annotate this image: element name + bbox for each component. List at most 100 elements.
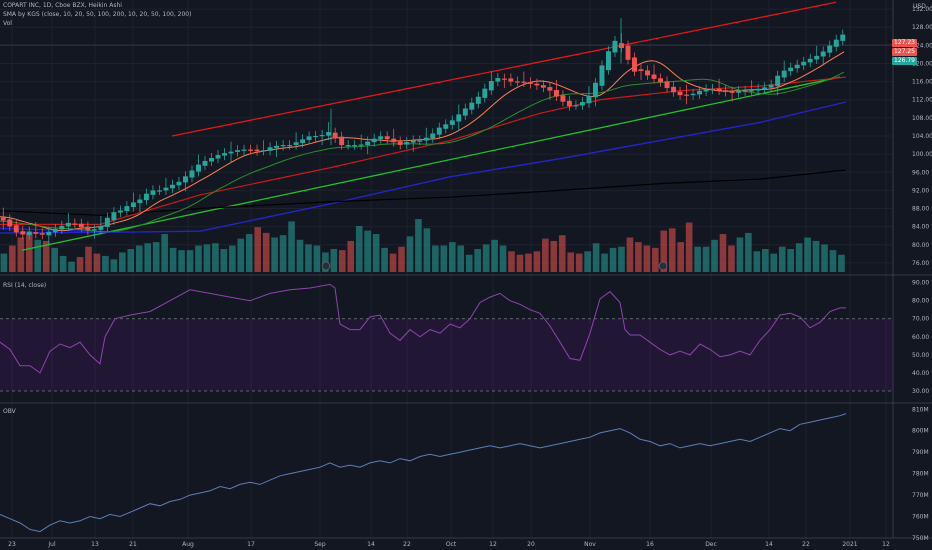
candle-body — [814, 55, 820, 60]
candle-body — [762, 87, 768, 90]
candle-body — [33, 232, 39, 234]
volume-bar — [474, 249, 481, 272]
candles — [0, 18, 846, 245]
volume-bar — [668, 228, 676, 272]
volume-study-title[interactable]: Vol — [3, 20, 12, 27]
candle-body — [638, 69, 644, 71]
candle-body — [397, 141, 403, 145]
symbol-title[interactable]: COPART INC, 1D, Cboe BZX, Heikin Ashi — [3, 2, 122, 9]
volume-bar — [516, 254, 524, 272]
volume-bar — [609, 247, 617, 272]
candle-body — [664, 81, 670, 88]
candle-body — [0, 217, 6, 221]
candle-body — [202, 160, 208, 166]
obv-study-title[interactable]: OBV — [3, 408, 16, 415]
candle-body — [7, 219, 13, 227]
sma-study-title[interactable]: SMA by KGS (close, 10, 20, 50, 100, 200,… — [3, 11, 192, 18]
volume-bar — [372, 234, 380, 272]
candle-body — [775, 75, 781, 87]
volume-bar — [711, 239, 718, 272]
time-tick-label: 22 — [802, 541, 810, 548]
volume-bar — [186, 250, 194, 272]
candle-body — [117, 210, 123, 213]
candle-body — [345, 145, 351, 147]
sma10-line — [0, 51, 845, 232]
candle-body — [566, 100, 572, 107]
candle-body — [313, 136, 319, 138]
candle-body — [39, 233, 45, 235]
time-tick-label: 12 — [489, 541, 497, 548]
volume-bar — [677, 242, 684, 272]
candle-body — [430, 133, 436, 139]
volume-bar — [355, 226, 363, 272]
price-tick-label: 124.00 — [912, 42, 932, 49]
volume-bar — [719, 234, 727, 272]
candle-body — [404, 142, 410, 145]
candle-body — [137, 199, 143, 204]
volume-bar — [110, 259, 118, 272]
volume-bar — [838, 254, 845, 272]
candle-body — [508, 78, 514, 82]
volume-bar — [68, 261, 75, 272]
candle-body — [449, 120, 455, 125]
candle-body — [150, 190, 156, 195]
volume-bar — [212, 243, 219, 272]
obv-tick-label: 790M — [912, 449, 929, 456]
time-tick-label: 2021 — [842, 541, 857, 548]
candle-body — [619, 43, 624, 49]
candle-body — [755, 88, 761, 91]
volume-bar — [85, 246, 92, 272]
candle-body — [156, 190, 162, 192]
price-tick-label: 88.00 — [912, 206, 929, 213]
candle-body — [306, 136, 312, 140]
price-tag-3: 126.79 — [892, 57, 917, 65]
volume-bar — [415, 219, 422, 272]
time-tick-label: 16 — [646, 541, 654, 548]
volume-bar — [457, 245, 465, 272]
candle-body — [742, 90, 748, 92]
candle-body — [287, 145, 293, 147]
volume-bar — [169, 247, 177, 272]
candle-body — [684, 94, 690, 96]
candle-body — [527, 82, 533, 84]
time-tick-label: 13 — [91, 541, 99, 548]
volume-bar — [178, 250, 185, 272]
rsi-pane — [0, 283, 893, 392]
time-tick-label: 12 — [882, 541, 890, 548]
candle-body — [710, 88, 716, 91]
time-tick-label: 23 — [8, 541, 16, 548]
price-tick-label: 128.00 — [912, 24, 932, 31]
time-axis[interactable]: 23 Jul 13 21 Aug 17 Sep 14 22 Oct 12 20 Nov 16 Dec 14 22… — [8, 541, 890, 548]
candle-body — [768, 84, 774, 88]
volume-bar — [305, 244, 312, 272]
candle-body — [723, 90, 729, 92]
candle-body — [651, 74, 657, 79]
last-price-tag: 127.23 — [892, 39, 917, 47]
support-trend-line — [21, 76, 841, 251]
candle-body — [801, 61, 807, 66]
candle-body — [781, 70, 787, 78]
candle-body — [143, 193, 149, 201]
candle-body — [553, 90, 559, 97]
obv-tick-label: 810M — [912, 406, 929, 413]
currency-label[interactable]: USD — [913, 3, 926, 10]
candle-body — [645, 70, 650, 76]
rsi-study-title[interactable]: RSI (14, close) — [3, 282, 47, 289]
sma-lines — [0, 51, 845, 233]
price-axis[interactable]: 132.00 128.00 124.00 120.00 116.00 112.00 108.… — [912, 6, 932, 542]
price-tick-label: 116.00 — [912, 79, 932, 86]
time-tick-label: Aug — [182, 541, 194, 548]
candle-body — [749, 90, 755, 92]
volume-bar — [542, 238, 549, 272]
candle-body — [495, 78, 501, 82]
volume-bar — [271, 237, 278, 272]
candle-body — [794, 64, 800, 69]
volume-bar — [482, 244, 490, 272]
candle-body — [540, 85, 546, 88]
volume-bar — [601, 253, 608, 272]
volume-bar — [626, 237, 634, 272]
volume-bar — [237, 238, 245, 272]
candle-body — [736, 90, 742, 93]
candle-body — [384, 136, 390, 140]
